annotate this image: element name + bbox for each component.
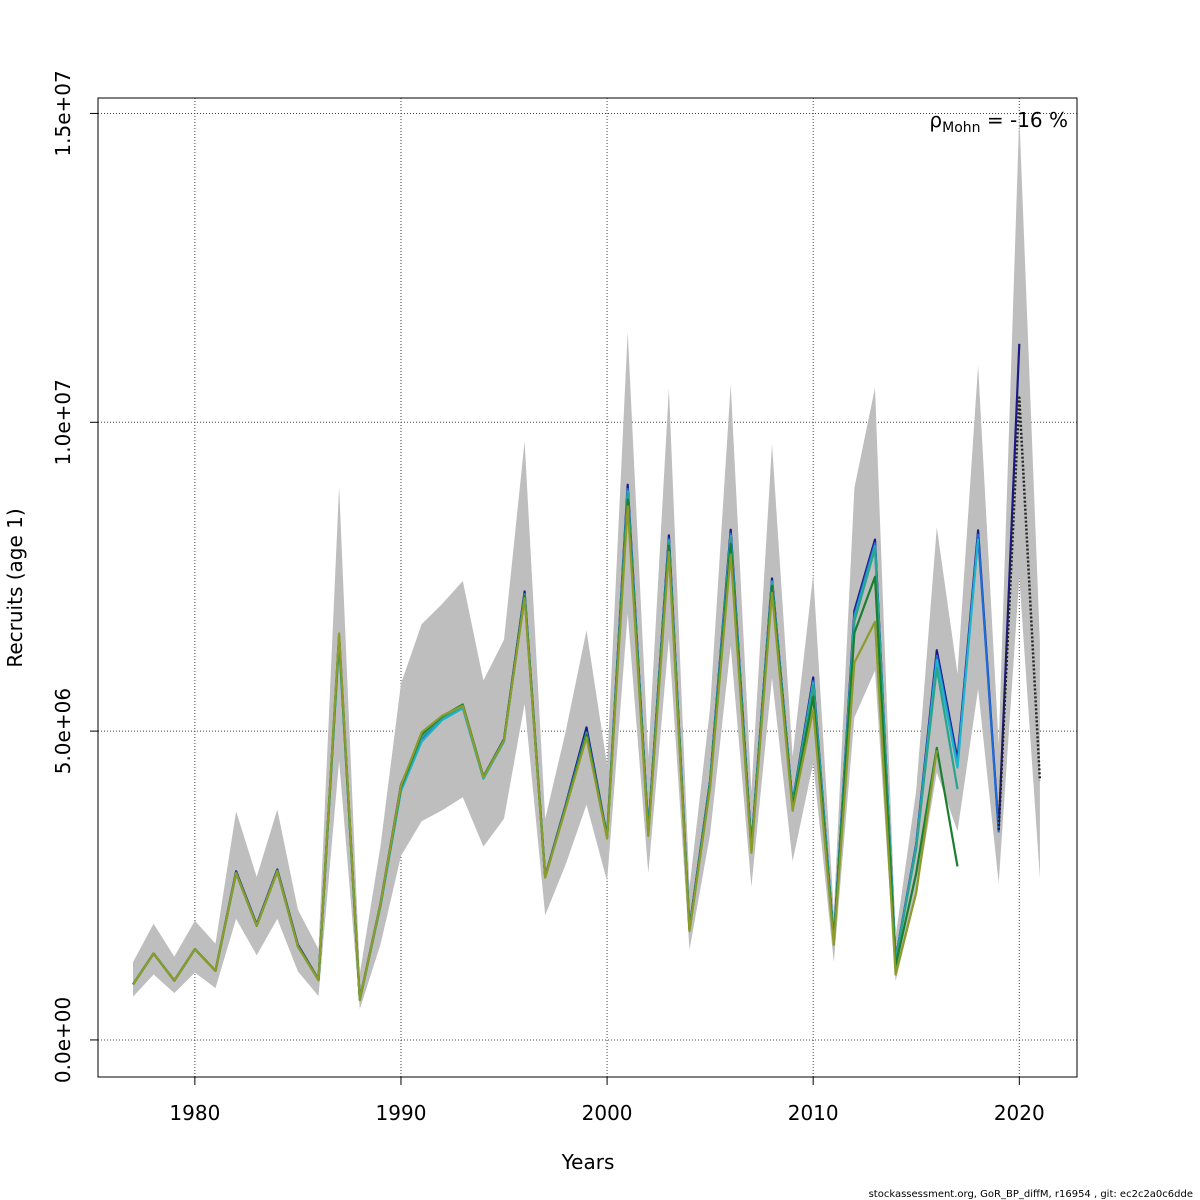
y-axis-title: Recruits (age 1) — [3, 508, 27, 667]
series-lines — [132, 343, 1042, 1001]
y-tick-label: 1.5e+07 — [51, 70, 75, 156]
y-tick-label: 0.0e+00 — [51, 997, 75, 1083]
footer-credit: stockassessment.org, GoR_BP_diffM, r1695… — [869, 1189, 1193, 1200]
x-tick-label: 2020 — [994, 1101, 1045, 1125]
confidence-band — [133, 115, 1040, 1010]
x-axis-title: Years — [561, 1150, 615, 1174]
x-axis: 1980 1990 2000 2010 2020 — [169, 1076, 1045, 1125]
y-tick-label: 5.0e+06 — [51, 688, 75, 774]
y-tick-label: 1.0e+07 — [51, 379, 75, 465]
mohn-rho-annotation: ρMohn = -16 % — [929, 108, 1068, 136]
series-line-6 — [132, 505, 938, 1001]
series-line-7 — [997, 396, 1042, 830]
x-tick-label: 1990 — [376, 1101, 427, 1125]
x-tick-label: 2010 — [788, 1101, 839, 1125]
y-axis: 0.0e+00 5.0e+06 1.0e+07 1.5e+07 — [51, 70, 99, 1083]
x-tick-label: 2000 — [582, 1101, 633, 1125]
x-tick-label: 1980 — [169, 1101, 220, 1125]
confidence-band-area — [133, 115, 1040, 1010]
